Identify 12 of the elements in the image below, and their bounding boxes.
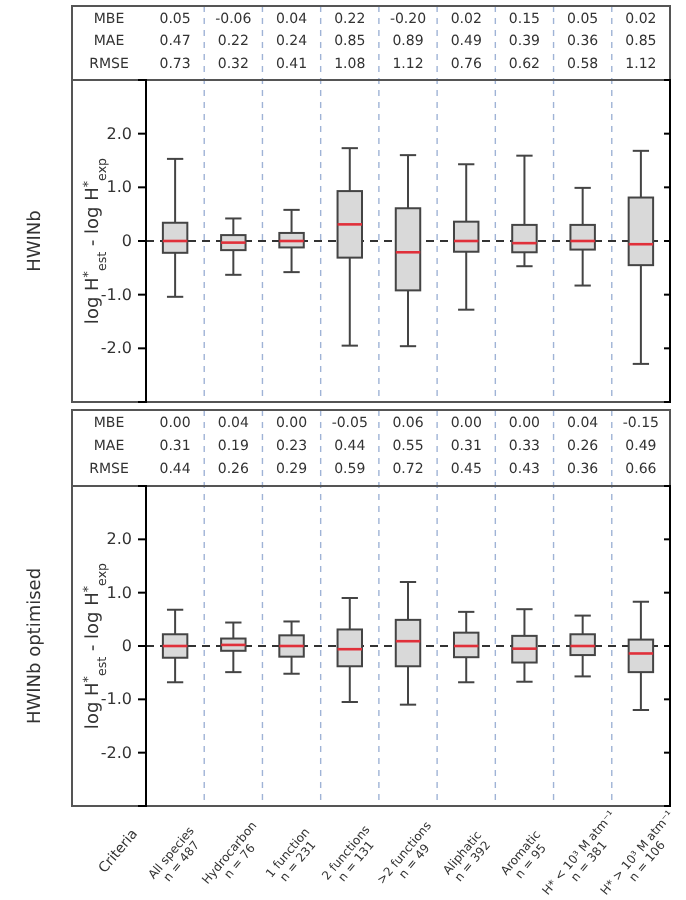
y-tick-label: -1.0 <box>100 285 132 304</box>
y-tick-label: 0 <box>121 232 132 251</box>
y-tick-label: -2.0 <box>100 743 132 762</box>
y-tick-label: 1.0 <box>106 583 132 602</box>
text: HWINb <box>26 209 46 272</box>
y-tick-label: 2.0 <box>106 530 132 549</box>
y-tick-label: 0 <box>121 637 132 656</box>
y-tick-label: 1.0 <box>106 178 132 197</box>
text: HWINb optimised <box>26 567 46 725</box>
y-tick-label: -1.0 <box>100 690 132 709</box>
y-tick-label: 2.0 <box>106 124 132 143</box>
y-tick-label: -2.0 <box>100 339 132 358</box>
